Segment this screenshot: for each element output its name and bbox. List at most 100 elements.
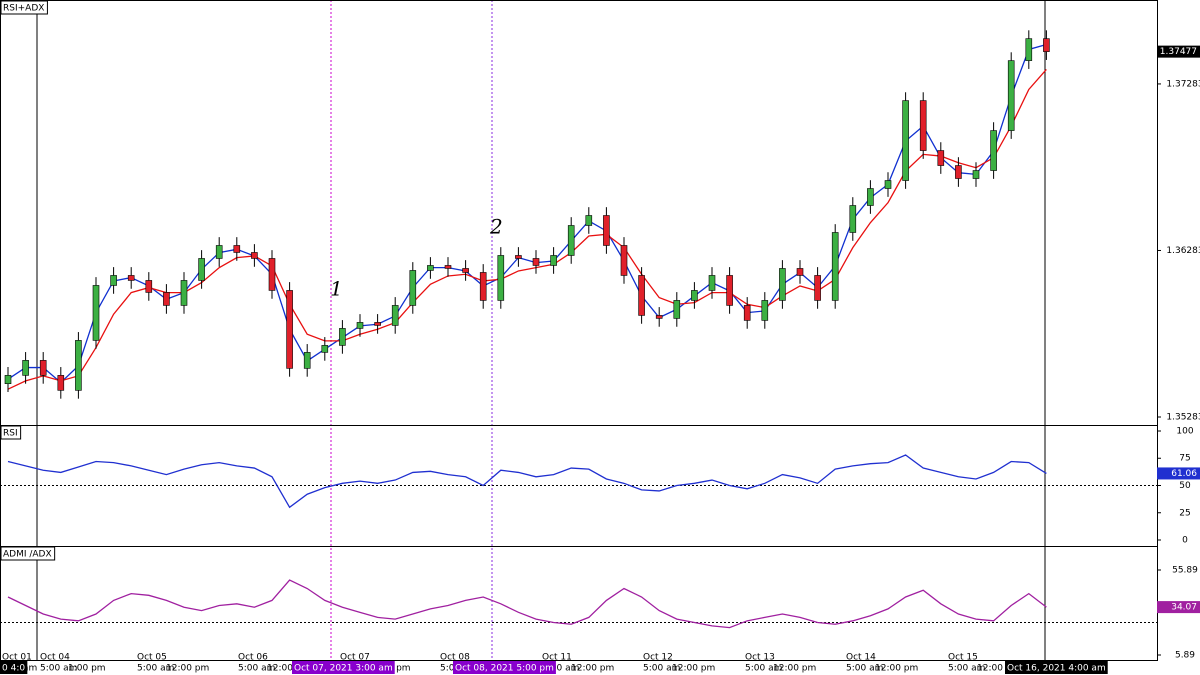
candle-body bbox=[532, 258, 540, 266]
candle-body bbox=[1043, 38, 1050, 52]
cursor-label-box bbox=[0, 661, 28, 674]
candle-body bbox=[620, 245, 628, 276]
time-label: 12:00 pm bbox=[267, 664, 310, 674]
date-label: Oct 05 bbox=[137, 653, 167, 663]
date-label: Oct 04 bbox=[40, 653, 70, 663]
candle-body bbox=[655, 315, 663, 319]
candle-body bbox=[990, 130, 997, 171]
candle-body bbox=[356, 322, 364, 329]
candle-body bbox=[919, 100, 927, 151]
time-label: 5:00 am bbox=[137, 664, 174, 674]
candle-body bbox=[779, 268, 786, 301]
candle-body bbox=[567, 225, 575, 256]
candle-body bbox=[321, 345, 329, 353]
candle-body bbox=[497, 255, 505, 301]
time-label: 1:00 pm bbox=[68, 664, 106, 674]
candle-body bbox=[638, 275, 645, 316]
candle-body bbox=[462, 268, 469, 273]
candle-body bbox=[814, 275, 821, 301]
candle-body bbox=[4, 375, 12, 384]
y-tick-label: 1.36283 bbox=[1166, 246, 1200, 256]
panel-title-box bbox=[0, 546, 56, 561]
candle-body bbox=[796, 268, 804, 276]
candle-body bbox=[251, 252, 258, 259]
candle-body bbox=[409, 270, 417, 306]
candle-body bbox=[57, 375, 65, 391]
candle-body bbox=[550, 255, 557, 266]
indicator-line bbox=[7, 454, 1047, 509]
candle-body bbox=[902, 100, 909, 181]
candle-body bbox=[603, 215, 610, 246]
candle-body bbox=[163, 292, 170, 306]
date-label: Oct 11 bbox=[542, 653, 572, 663]
y-tick-label: 55.89 bbox=[1172, 566, 1198, 576]
candle-body bbox=[444, 265, 452, 269]
candle-body bbox=[110, 275, 117, 286]
time-label: am bbox=[23, 664, 37, 674]
candle-body bbox=[391, 305, 399, 326]
candle-body bbox=[726, 275, 733, 306]
cursor-label: 0 4:0 bbox=[2, 664, 25, 674]
candle-body bbox=[215, 245, 223, 259]
time-label: 12:00 pm bbox=[773, 664, 816, 674]
candle-body bbox=[198, 258, 205, 281]
date-label: Oct 08 bbox=[440, 653, 470, 663]
date-label: Oct 15 bbox=[948, 653, 978, 663]
time-label: 5:00 am bbox=[745, 664, 782, 674]
candle-body bbox=[268, 258, 276, 291]
time-label: 12:00 pm bbox=[571, 664, 614, 674]
candle-body bbox=[515, 255, 522, 259]
last-value-box bbox=[1157, 601, 1200, 614]
candle-body bbox=[127, 275, 135, 281]
y-tick-label: 75 bbox=[1179, 454, 1190, 464]
y-tick-label: 25 bbox=[1179, 508, 1190, 518]
candle-body bbox=[955, 165, 962, 179]
candle-body bbox=[831, 232, 839, 301]
candle-body bbox=[374, 322, 381, 326]
y-tick-label: 100 bbox=[1176, 426, 1193, 436]
candle-body bbox=[884, 180, 892, 189]
candle-body bbox=[286, 290, 293, 369]
y-tick-label: 0 bbox=[1182, 536, 1188, 546]
panel-title-box bbox=[0, 0, 48, 15]
candle-body bbox=[867, 188, 874, 206]
time-label: 5:00 am bbox=[542, 664, 579, 674]
panel-title-box bbox=[0, 425, 22, 440]
y-tick-label: 5.89 bbox=[1175, 651, 1195, 661]
candle-body bbox=[39, 360, 47, 376]
candle-body bbox=[1025, 38, 1033, 61]
last-value-box bbox=[1157, 467, 1200, 480]
y-tick-label: 1.35283 bbox=[1166, 413, 1200, 423]
date-label: Oct 06 bbox=[238, 653, 268, 663]
cursor-label: Oct 07, 2021 3:00 am bbox=[294, 664, 393, 674]
time-label: 12:00 pm bbox=[977, 664, 1020, 674]
candle-body bbox=[972, 170, 980, 179]
last-value-box bbox=[1157, 45, 1200, 58]
candle-body bbox=[233, 245, 241, 253]
date-label: Oct 12 bbox=[643, 653, 673, 663]
candle-body bbox=[708, 275, 716, 291]
date-label: Oct 14 bbox=[846, 653, 876, 663]
last-value-label: 61.06 bbox=[1171, 469, 1197, 479]
candle-body bbox=[92, 285, 100, 341]
time-label: 12:00 pm bbox=[166, 664, 209, 674]
time-label: 12:00 pm bbox=[875, 664, 918, 674]
date-label: Oct 07 bbox=[340, 653, 370, 663]
candle-body bbox=[427, 265, 434, 271]
panel-title: ADMI /ADX bbox=[3, 550, 52, 560]
plot-background bbox=[0, 0, 1157, 660]
candle-body bbox=[585, 215, 593, 226]
y-tick-label: 50 bbox=[1179, 481, 1191, 491]
cursor-label-box bbox=[453, 661, 556, 674]
annotation: 1 bbox=[330, 277, 343, 301]
last-value-label: 1.37477 bbox=[1160, 47, 1197, 57]
panel-title: RSI+ADX bbox=[3, 4, 44, 14]
time-label: 12:00 pm bbox=[672, 664, 715, 674]
candle-body bbox=[145, 280, 153, 293]
date-label: Oct 13 bbox=[745, 653, 775, 663]
candle-body bbox=[673, 300, 681, 319]
candle-body bbox=[1007, 60, 1015, 131]
candle-body bbox=[180, 280, 188, 306]
